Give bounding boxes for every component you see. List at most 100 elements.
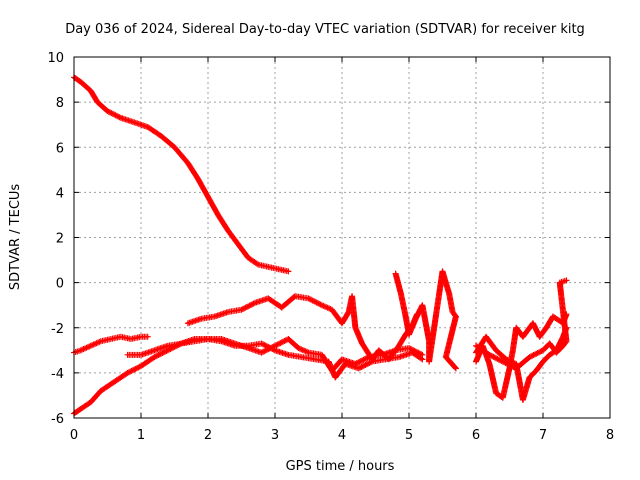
data-point [116,114,123,121]
data-point [253,260,260,267]
x-tick-label: 8 [606,428,614,443]
y-tick-label: 10 [47,51,64,66]
data-point [239,306,246,313]
x-tick-label: 6 [472,428,480,443]
data-point [273,342,280,349]
data-point [358,364,365,371]
y-tick-label: 6 [56,141,64,156]
series-track-2 [71,333,151,356]
data-point [487,352,494,359]
data-point [419,356,426,363]
series-track-9 [473,277,570,372]
data-point [242,304,249,311]
data-point [366,359,373,366]
data-point [277,340,284,347]
x-tick-label: 4 [338,428,346,443]
data-point [563,277,570,284]
data-point [503,360,510,367]
data-point [274,341,281,348]
data-point [501,359,508,366]
data-point [452,365,459,372]
data-point [309,297,316,304]
data-point [486,351,493,358]
data-point [243,303,250,310]
data-point [316,300,323,307]
data-point [156,351,163,358]
data-point [534,350,541,357]
data-point [360,356,367,363]
data-point [357,364,364,371]
data-point [498,357,505,364]
data-point [115,113,122,120]
data-point [361,356,368,363]
data-point [247,301,254,308]
series-track-6 [392,268,459,372]
data-point [269,345,276,352]
data-point [167,345,174,352]
data-point [125,369,132,376]
data-point [355,359,362,366]
data-point [310,298,317,305]
y-tick-label: -6 [51,412,64,427]
x-tick-label: 3 [271,428,279,443]
data-point [249,301,256,308]
data-point [497,357,504,364]
data-point [362,361,369,368]
grid [74,57,610,418]
data-point [262,342,269,349]
x-tick-label: 5 [405,428,413,443]
data-point [361,362,368,369]
data-point [531,351,538,358]
data-point [109,110,116,117]
data-point [250,300,257,307]
data-point [281,338,288,345]
data-point [509,363,516,370]
y-tick-label: 2 [56,232,64,247]
data-point [258,349,265,356]
data-point [151,354,158,361]
data-point [365,360,372,367]
data-point [265,343,272,350]
x-tick-label: 1 [137,428,145,443]
data-point [127,368,134,375]
data-point [494,355,501,362]
data-point [113,112,120,119]
data-point [495,356,502,363]
data-point [367,359,374,366]
axis-ticks: 0 1 2 3 4 5 6 7 8 -6 -4 -2 0 2 4 6 8 10 [47,51,614,443]
data-point [154,352,161,359]
data-point [129,367,136,374]
data-point [105,108,112,115]
x-tick-label: 7 [539,428,547,443]
data-point [245,303,252,310]
data-point [527,353,534,360]
data-point [266,344,273,351]
data-point [263,343,270,350]
data-point [131,366,138,373]
data-point [505,361,512,368]
data-point [502,359,509,366]
data-point [241,305,248,312]
data-point [306,296,313,303]
data-point [132,365,139,372]
data-point [317,301,324,308]
data-point [124,369,131,376]
series-track-4 [124,336,426,381]
data-point [314,300,321,307]
data-point [408,346,415,353]
data-point [246,302,253,309]
data-point [135,364,142,371]
data-point [111,111,118,118]
data-point [159,350,166,357]
y-tick-label: 4 [56,186,64,201]
y-tick-label: 0 [56,277,64,292]
x-axis-label: GPS time / hours [286,459,395,474]
data-point [357,358,364,365]
x-tick-label: 0 [70,428,78,443]
series-track-1 [71,74,292,275]
data-point [529,352,536,359]
data-point [112,112,119,119]
data-point [308,296,315,303]
data-point [270,346,277,353]
